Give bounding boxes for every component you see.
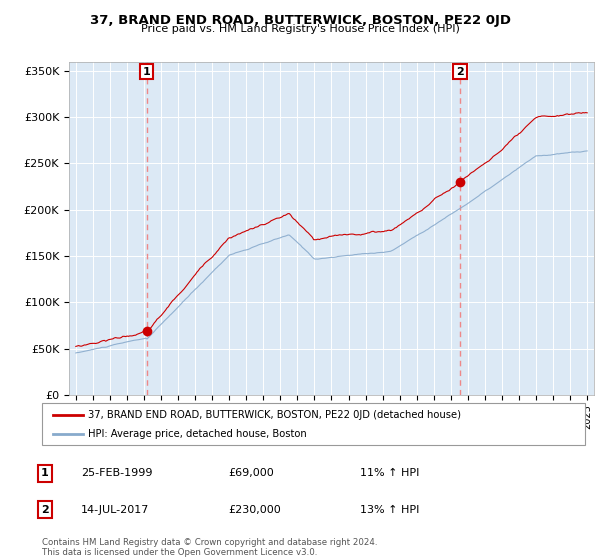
- Text: 25-FEB-1999: 25-FEB-1999: [81, 468, 152, 478]
- Text: 2: 2: [41, 505, 49, 515]
- Text: 37, BRAND END ROAD, BUTTERWICK, BOSTON, PE22 0JD: 37, BRAND END ROAD, BUTTERWICK, BOSTON, …: [89, 14, 511, 27]
- Text: 2: 2: [456, 67, 464, 77]
- Text: 37, BRAND END ROAD, BUTTERWICK, BOSTON, PE22 0JD (detached house): 37, BRAND END ROAD, BUTTERWICK, BOSTON, …: [88, 409, 461, 419]
- Text: £230,000: £230,000: [228, 505, 281, 515]
- Text: HPI: Average price, detached house, Boston: HPI: Average price, detached house, Bost…: [88, 429, 307, 439]
- Text: Contains HM Land Registry data © Crown copyright and database right 2024.
This d: Contains HM Land Registry data © Crown c…: [42, 538, 377, 557]
- Text: 11% ↑ HPI: 11% ↑ HPI: [360, 468, 419, 478]
- Text: 1: 1: [143, 67, 151, 77]
- FancyBboxPatch shape: [42, 403, 585, 445]
- Text: Price paid vs. HM Land Registry's House Price Index (HPI): Price paid vs. HM Land Registry's House …: [140, 24, 460, 34]
- Text: 14-JUL-2017: 14-JUL-2017: [81, 505, 149, 515]
- Text: 1: 1: [41, 468, 49, 478]
- Text: £69,000: £69,000: [228, 468, 274, 478]
- Text: 13% ↑ HPI: 13% ↑ HPI: [360, 505, 419, 515]
